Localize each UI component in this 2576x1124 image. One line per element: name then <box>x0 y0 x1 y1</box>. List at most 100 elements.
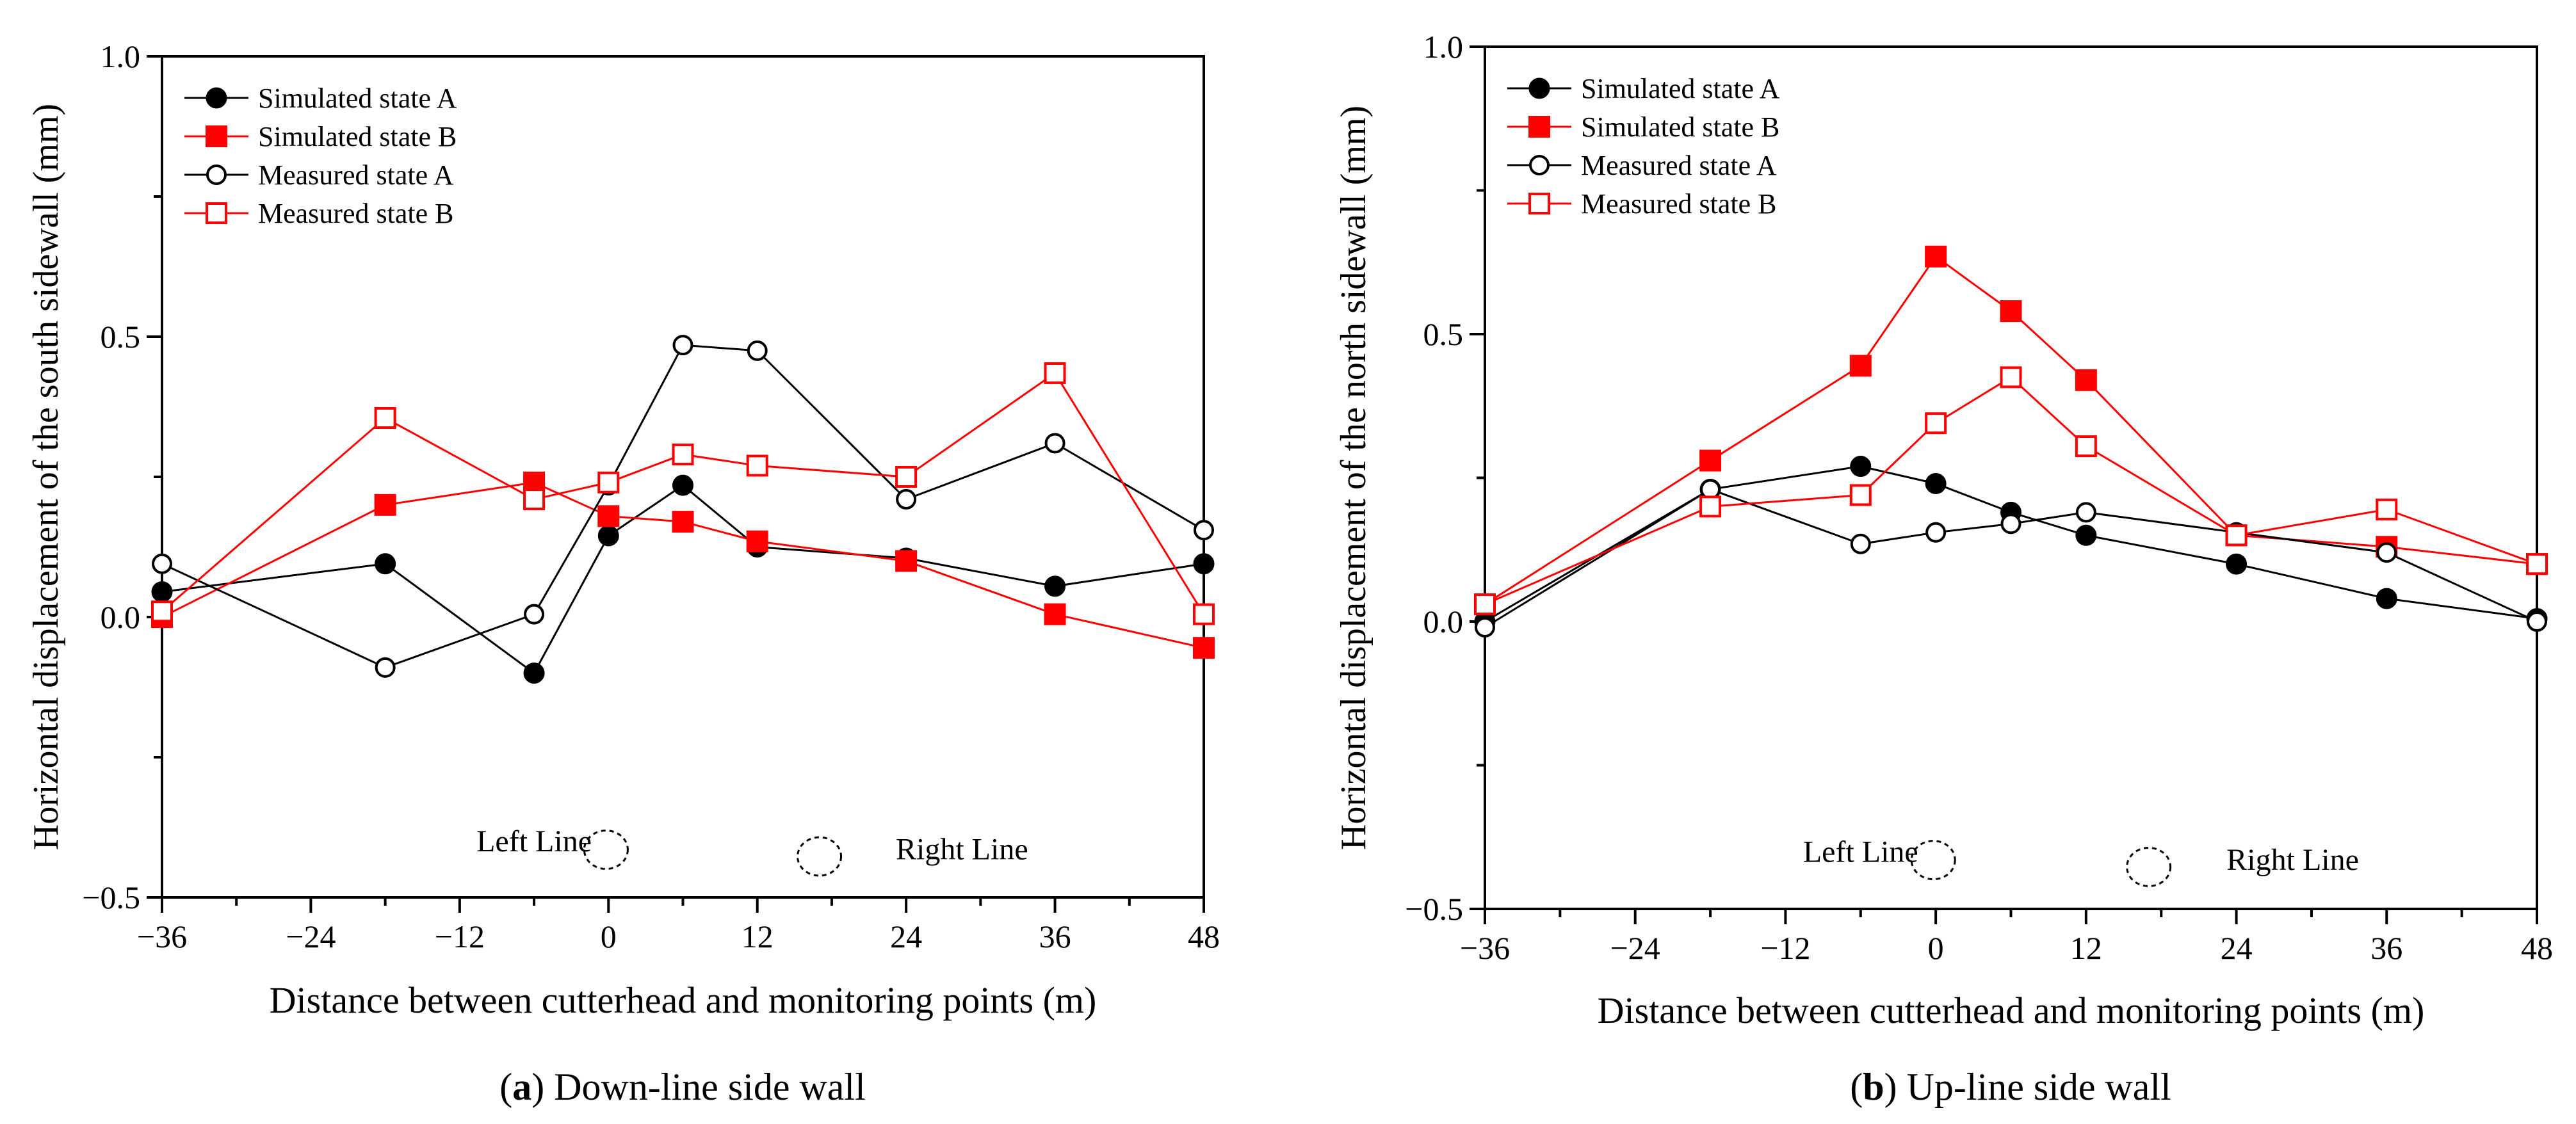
caption-letter: a <box>512 1066 531 1108</box>
data-point <box>2075 435 2097 458</box>
x-tick-label: 0 <box>601 919 617 954</box>
data-point <box>896 489 917 510</box>
chart-a: −36 −24 −12 0 12 24 36 48 −0.5 0.0 0.5 1.0 Distance … <box>26 38 1220 1108</box>
data-point <box>1044 575 1066 597</box>
data-point <box>597 525 619 547</box>
y-tick-label: 1.0 <box>1423 29 1464 65</box>
series-simulated-state-a <box>151 474 1215 684</box>
x-tick-label: −36 <box>1460 930 1510 966</box>
data-point <box>1925 472 1947 494</box>
caption-text: Up-line side wall <box>1897 1066 2171 1108</box>
data-point <box>2226 553 2248 575</box>
data-point <box>374 407 396 430</box>
x-axis-label: Distance between cutterhead and monitori… <box>1598 990 2425 1031</box>
legend: Simulated state A Simulated state B Measur… <box>184 83 457 229</box>
data-point <box>1925 245 1947 268</box>
data-point <box>1044 603 1066 625</box>
series-measured-state-a <box>152 335 1214 678</box>
data-point <box>1193 603 1215 625</box>
y-tick-label: 0.0 <box>1423 604 1464 639</box>
x-axis-label: Distance between cutterhead and monitori… <box>270 979 1097 1021</box>
x-tick-label: 12 <box>741 919 774 954</box>
data-point <box>597 471 620 494</box>
caption-text: Down-line side wall <box>544 1066 866 1108</box>
x-tick-label: 0 <box>1928 930 1944 966</box>
legend-label: Simulated state A <box>258 83 457 114</box>
y-tick-label: 0.5 <box>101 319 141 355</box>
data-point <box>1194 520 1214 541</box>
annotation-label: Right Line <box>2226 843 2359 877</box>
y-tick-label: 1.0 <box>101 38 141 74</box>
data-point <box>1849 355 1872 377</box>
series-line <box>1484 376 2538 606</box>
tunnel-outline <box>797 836 843 877</box>
data-point <box>747 340 768 361</box>
x-tick-label: 24 <box>2221 930 2253 966</box>
x-tick-label: 24 <box>890 919 922 954</box>
data-point <box>895 466 918 488</box>
data-point <box>2075 369 2097 391</box>
data-point <box>1528 77 1550 99</box>
legend-label: Simulated state B <box>1581 111 1779 143</box>
data-point <box>1528 116 1550 138</box>
data-point <box>206 87 227 109</box>
x-tick-label: −12 <box>435 919 485 954</box>
x-tick-label: −36 <box>137 919 187 954</box>
data-point <box>1044 362 1066 384</box>
data-point <box>2225 524 2248 547</box>
data-point <box>1193 637 1215 659</box>
data-point <box>1475 616 1495 638</box>
data-point <box>2075 502 2096 523</box>
legend-label: Measured state B <box>258 198 453 229</box>
data-point <box>2527 611 2547 632</box>
data-point <box>151 581 173 603</box>
x-tick-label: −24 <box>1610 930 1660 966</box>
data-point <box>1474 593 1496 616</box>
x-tick-label: 12 <box>2070 930 2102 966</box>
data-point <box>2376 542 2397 563</box>
y-axis-label: Horizontal displacement of the north sid… <box>1334 106 1373 850</box>
data-point <box>1700 479 1721 500</box>
data-point <box>746 530 768 552</box>
y-tick-label: 0.5 <box>1423 316 1464 352</box>
x-tick-label: −24 <box>286 919 336 954</box>
data-point <box>152 553 172 574</box>
x-tick-label: 48 <box>1188 919 1220 954</box>
tunnel-outline <box>2126 846 2172 887</box>
series-measured-state-b <box>1474 366 2548 616</box>
x-tick-label: 48 <box>2521 930 2553 966</box>
legend-label: Simulated state B <box>258 121 457 152</box>
data-point <box>1044 433 1065 454</box>
data-point <box>374 494 396 516</box>
data-point <box>1528 193 1550 214</box>
legend-label: Measured state A <box>258 159 454 191</box>
data-point <box>1193 553 1215 575</box>
legend-label: Measured state B <box>1581 188 1776 220</box>
data-point <box>1925 412 1947 435</box>
annotation-label: Left Line <box>476 824 592 858</box>
data-point <box>1925 522 1947 543</box>
x-tick-label: 36 <box>1039 919 1071 954</box>
data-point <box>672 474 693 496</box>
data-point <box>206 125 227 147</box>
y-tick-label: −0.5 <box>82 879 140 915</box>
data-point <box>523 488 546 511</box>
legend: Simulated state A Simulated state B Measur… <box>1507 73 1780 220</box>
data-point <box>1849 484 1872 506</box>
tunnel-outline <box>583 830 629 871</box>
data-point <box>672 511 694 533</box>
y-axis-label: Horizontal displacement of the south sid… <box>26 104 66 850</box>
data-point <box>206 165 227 185</box>
data-point <box>895 550 918 572</box>
data-point <box>1529 155 1550 175</box>
data-point <box>1699 495 1722 518</box>
y-tick-label: 0.0 <box>101 599 141 635</box>
data-point <box>2075 524 2097 546</box>
chart-b: −36 −24 −12 0 12 24 36 48 −0.5 0.0 0.5 1.0 Distance … <box>1334 29 2553 1108</box>
annotation-label: Left Line <box>1803 835 1918 869</box>
figure-caption: (a) Down-line side wall <box>499 1066 866 1108</box>
data-point <box>2000 366 2022 389</box>
data-point <box>1850 533 1871 554</box>
data-point <box>523 662 545 684</box>
